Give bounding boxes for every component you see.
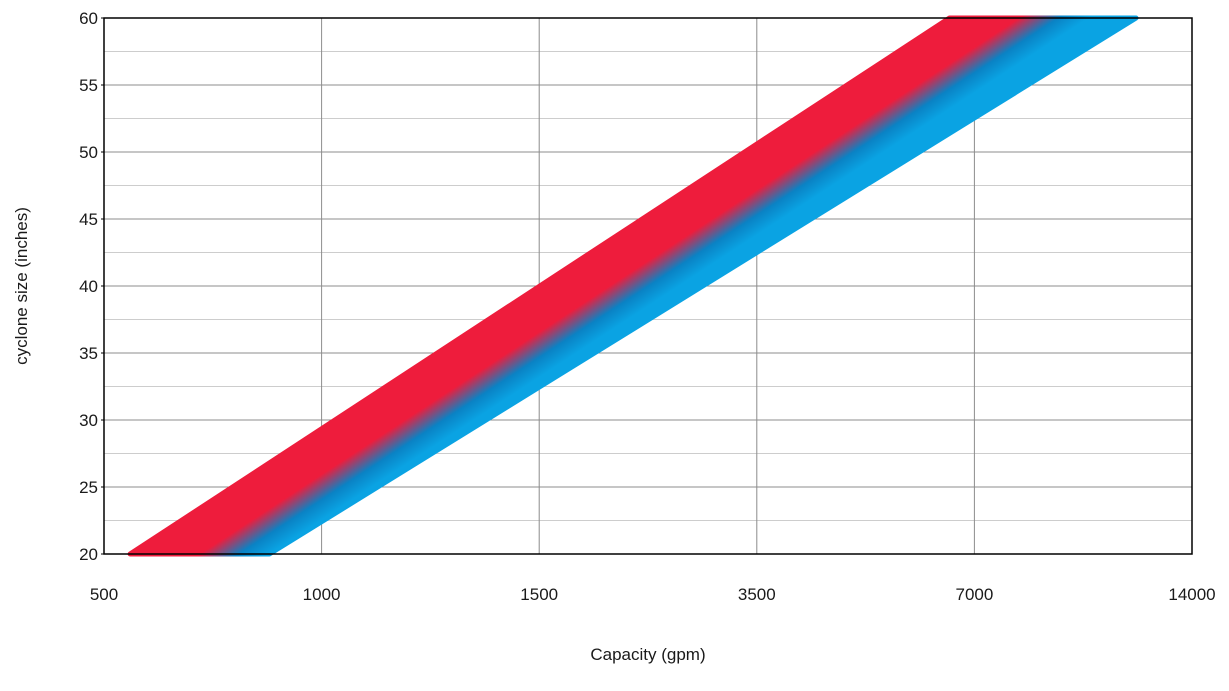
x-tick-label: 3500 — [738, 585, 776, 604]
y-tick-label: 60 — [79, 9, 98, 28]
y-tick-label: 30 — [79, 411, 98, 430]
y-tick-label: 45 — [79, 210, 98, 229]
y-tick-label: 55 — [79, 76, 98, 95]
x-tick-label: 7000 — [955, 585, 993, 604]
y-tick-label: 40 — [79, 277, 98, 296]
y-axis-ticks: 20 25 30 35 40 45 50 55 60 — [79, 9, 104, 564]
y-tick-label: 35 — [79, 344, 98, 363]
x-tick-label: 1500 — [520, 585, 558, 604]
x-tick-label: 1000 — [303, 585, 341, 604]
x-axis-title: Capacity (gpm) — [590, 645, 705, 664]
y-tick-label: 20 — [79, 545, 98, 564]
x-axis-ticks: 500 1000 1500 3500 7000 14000 — [90, 585, 1216, 604]
x-tick-label: 500 — [90, 585, 118, 604]
y-tick-label: 50 — [79, 143, 98, 162]
y-axis-title: cyclone size (inches) — [12, 207, 31, 365]
x-tick-label: 14000 — [1168, 585, 1215, 604]
y-tick-label: 25 — [79, 478, 98, 497]
